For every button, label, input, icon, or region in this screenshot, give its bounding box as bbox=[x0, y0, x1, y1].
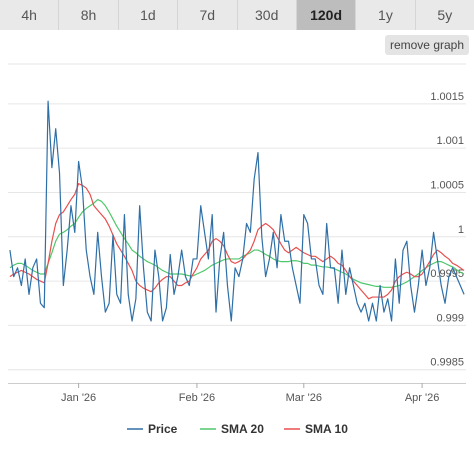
legend-label-sma-20[interactable]: SMA 20 bbox=[221, 422, 264, 436]
y-tick-label: 1.0005 bbox=[430, 179, 464, 191]
legend-label-sma-10[interactable]: SMA 10 bbox=[305, 422, 348, 436]
chart-legend: Price SMA 20 SMA 10 bbox=[127, 422, 348, 436]
y-tick-label: 1 bbox=[458, 224, 464, 236]
tab-8h[interactable]: 8h bbox=[59, 0, 119, 30]
tab-1d[interactable]: 1d bbox=[118, 0, 179, 30]
series-line-sma-20 bbox=[9, 198, 465, 288]
series-line-price bbox=[9, 100, 465, 322]
chart-series bbox=[9, 100, 465, 322]
x-tick-label: Jan '26 bbox=[61, 392, 96, 404]
tab-4h[interactable]: 4h bbox=[0, 0, 60, 30]
y-tick-label: 0.9985 bbox=[430, 357, 464, 369]
legend-label-price[interactable]: Price bbox=[148, 422, 178, 436]
tab-120d[interactable]: 120d bbox=[296, 0, 357, 30]
tab-7d[interactable]: 7d bbox=[178, 0, 238, 30]
series-line-sma-10 bbox=[9, 183, 465, 300]
y-tick-label: 0.999 bbox=[436, 312, 464, 324]
x-tick-label: Feb '26 bbox=[179, 392, 215, 404]
y-tick-label: 1.001 bbox=[436, 135, 464, 147]
y-axis: 0.9985 0.999 0.9995 1 1.0005 1.001 1.0015 bbox=[430, 91, 464, 369]
chart-grid bbox=[8, 63, 466, 371]
remove-graph-button[interactable]: remove graph bbox=[385, 35, 469, 55]
x-tick-label: Apr '26 bbox=[405, 392, 440, 404]
y-tick-label: 0.9995 bbox=[430, 268, 464, 280]
y-tick-label: 1.0015 bbox=[430, 91, 464, 103]
tab-1y[interactable]: 1y bbox=[356, 0, 416, 30]
timeframe-tabs: 4h 8h 1d 7d 30d 120d 1y 5y bbox=[0, 0, 474, 30]
x-tick-label: Mar '26 bbox=[286, 392, 322, 404]
tab-30d[interactable]: 30d bbox=[237, 0, 297, 30]
tab-5y[interactable]: 5y bbox=[415, 0, 474, 30]
x-axis: Jan '26 Feb '26 Mar '26 Apr '26 bbox=[8, 383, 466, 404]
